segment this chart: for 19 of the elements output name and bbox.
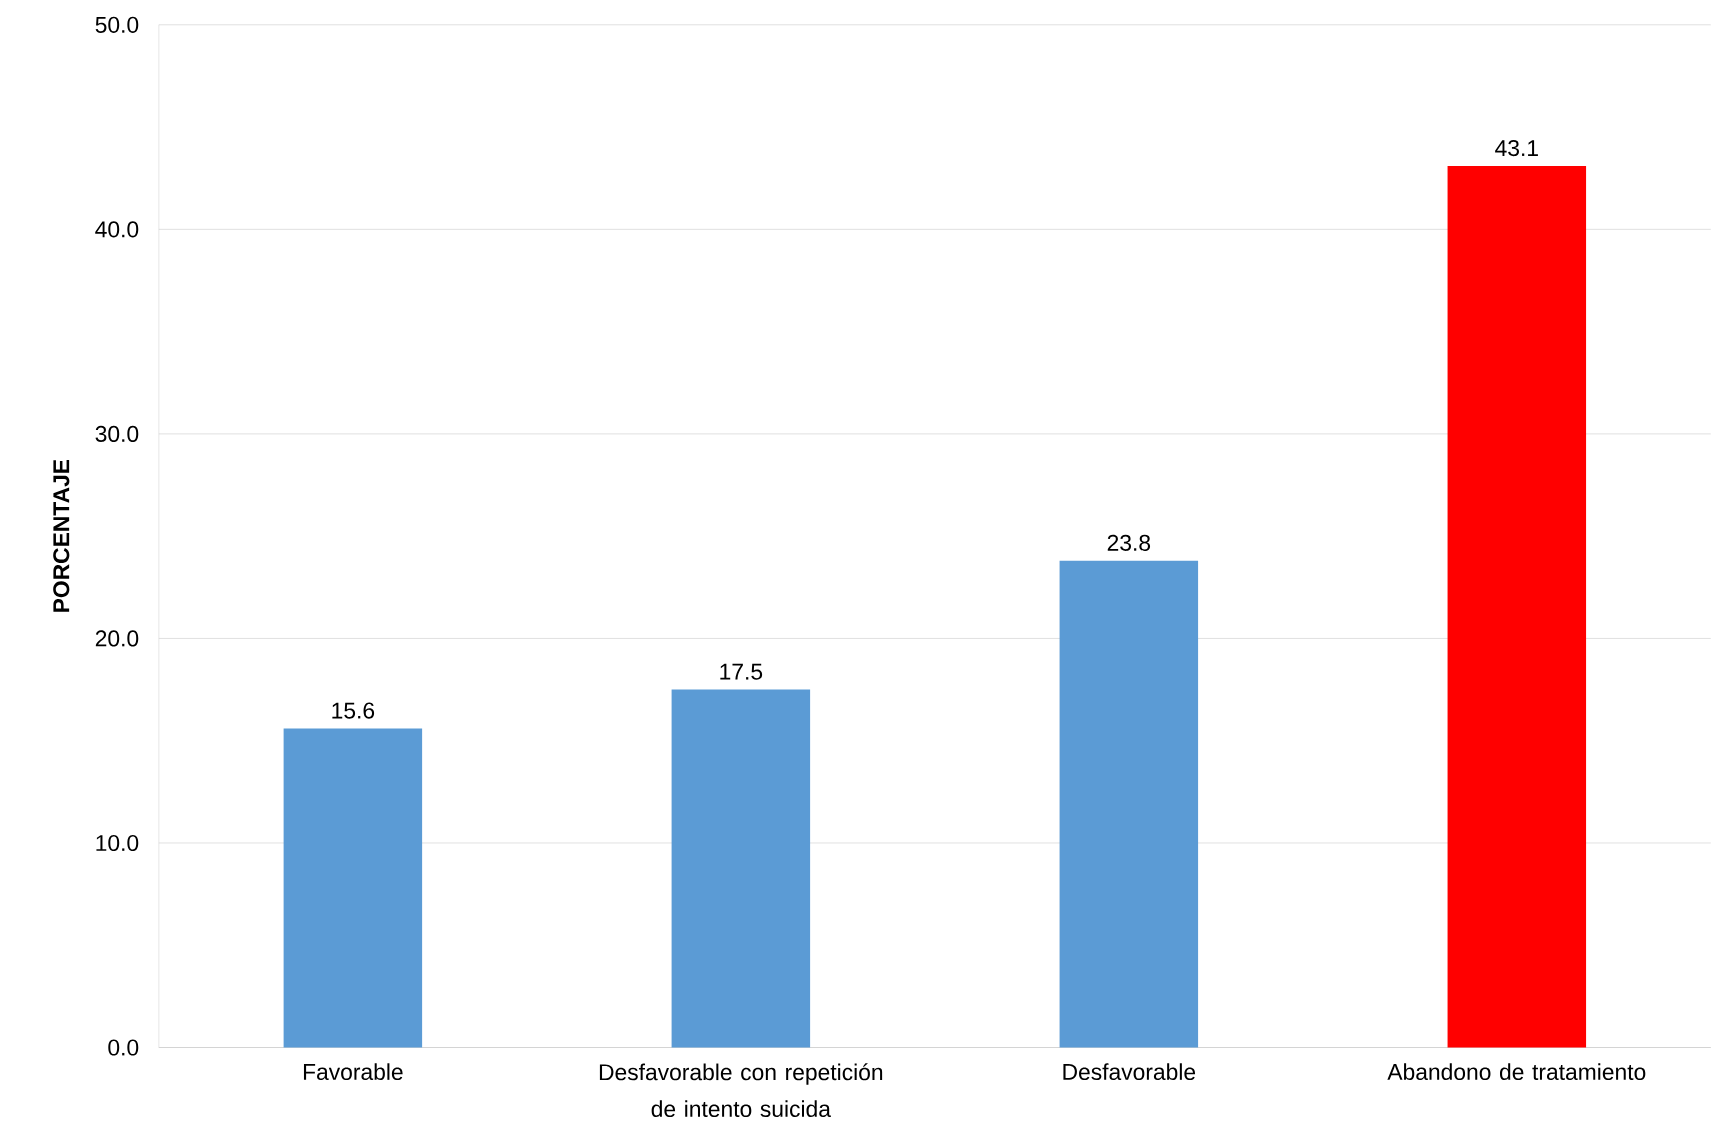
- x-tick-label: Desfavorable: [1063, 1063, 1196, 1081]
- data-label: 23.8: [1107, 534, 1151, 551]
- y-tick-label: 0.0: [108, 1039, 139, 1056]
- data-label: 15.6: [332, 702, 375, 719]
- bar: [671, 689, 811, 1048]
- x-tick-label: Abandono de tratamiento: [1387, 1063, 1646, 1081]
- y-tick-label: 10.0: [96, 834, 139, 852]
- x-tick-label: Desfavorable con repetición de intento suicida: [599, 1063, 883, 1118]
- bar: [1447, 166, 1587, 1048]
- data-label: 43.1: [1495, 140, 1538, 157]
- y-tick-label: 40.0: [95, 221, 139, 238]
- y-tick-label: 50.0: [95, 16, 139, 33]
- y-tick-label: 30.0: [95, 425, 139, 443]
- x-tick-label: Favorable: [303, 1063, 403, 1081]
- y-axis-title: PORCENTAJE: [53, 459, 70, 612]
- bar: [1059, 560, 1199, 1048]
- bar: [283, 728, 423, 1048]
- y-tick-label: 20.0: [95, 630, 139, 647]
- data-label: 17.5: [720, 663, 763, 680]
